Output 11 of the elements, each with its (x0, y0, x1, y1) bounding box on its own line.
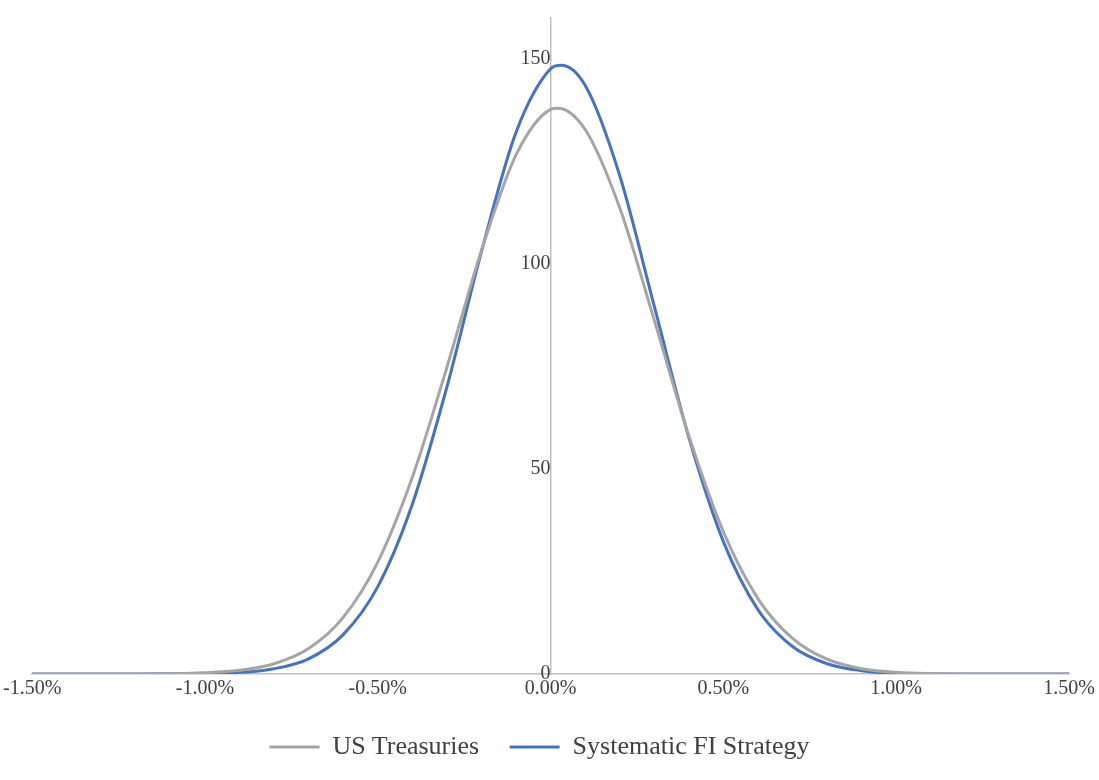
y-tick-label: 100 (520, 251, 551, 274)
x-tick-label: 1.00% (870, 676, 923, 699)
x-tick-label: -1.50% (3, 676, 62, 699)
y-tick-label: 50 (530, 456, 551, 479)
legend-label: US Treasuries (332, 730, 480, 760)
x-tick-label: 0.50% (697, 676, 750, 699)
y-tick-label: 150 (520, 46, 551, 69)
x-tick-label: -0.50% (348, 676, 407, 699)
x-tick-label: 1.50% (1043, 676, 1095, 699)
x-tick-label: -1.00% (175, 676, 235, 699)
legend-label: Systematic FI Strategy (572, 730, 810, 760)
